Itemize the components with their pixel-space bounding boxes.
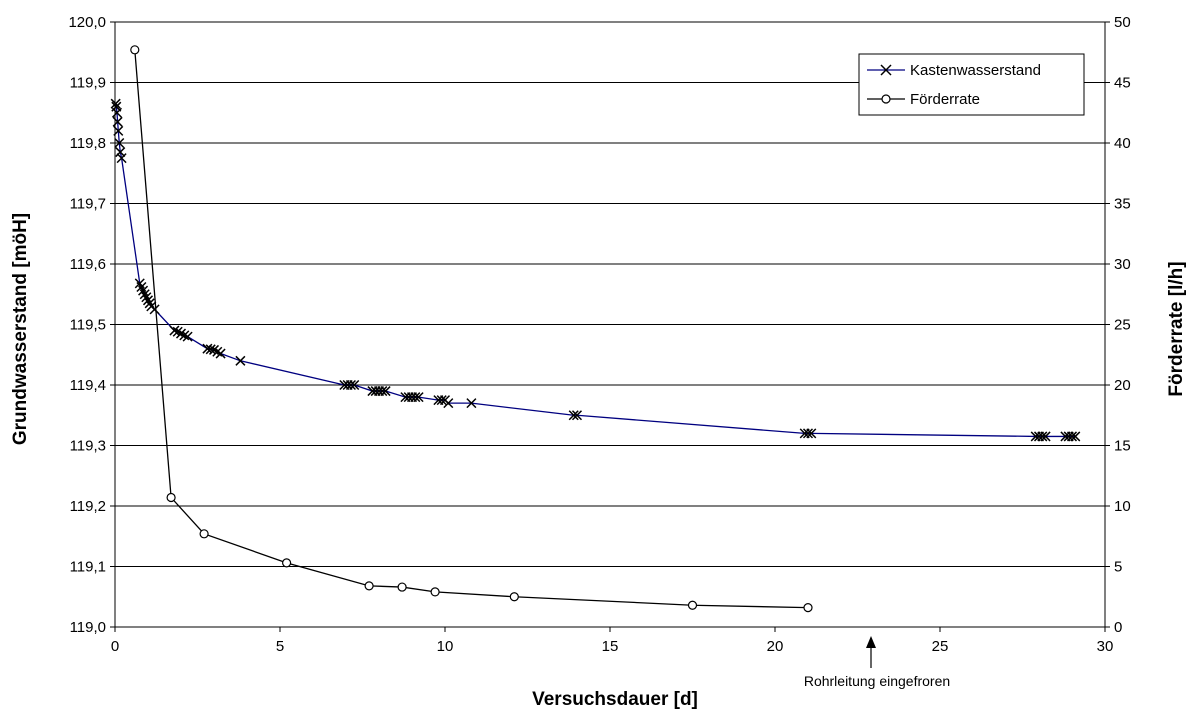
data-point	[182, 331, 193, 342]
x-tick-label: 10	[437, 638, 454, 655]
data-point	[130, 45, 140, 55]
legend-box	[858, 53, 1085, 116]
y2-tick-label: 20	[1114, 377, 1131, 394]
annotation-text: Rohrleitung eingefroren	[804, 673, 950, 689]
data-point	[111, 107, 123, 118]
series-line-foerderrate	[134, 49, 809, 609]
x-tick-label: 15	[602, 638, 619, 655]
data-point	[205, 344, 216, 355]
y-tick-label: 119,4	[70, 377, 106, 394]
data-point	[169, 325, 180, 336]
y-tick-label: 119,6	[70, 256, 106, 273]
y-tick-label: 119,5	[70, 317, 106, 334]
series-layer	[110, 45, 1081, 613]
data-point	[112, 116, 123, 127]
data-point	[1070, 431, 1081, 442]
data-point	[142, 295, 154, 306]
data-point	[509, 592, 519, 602]
data-point	[443, 398, 454, 409]
y-tick-label: 119,3	[70, 438, 106, 455]
data-point	[115, 147, 126, 158]
data-point	[110, 98, 121, 109]
data-point	[113, 125, 124, 136]
data-point	[349, 379, 360, 391]
y2-tick-label: 50	[1114, 14, 1131, 31]
data-point	[377, 386, 388, 397]
tick-labels: 119,0 119,1 119,2 119,3 119,4 119,5 119,6 119,7…	[68, 14, 1130, 655]
annotation: Rohrleitung eingefroren	[804, 636, 950, 689]
x-axis-title: Versuchsdauer [d]	[532, 689, 698, 710]
y-tick-label: 119,9	[70, 75, 106, 92]
y2-tick-label: 45	[1114, 75, 1131, 92]
data-point	[199, 529, 209, 539]
y2-tick-label: 30	[1114, 256, 1131, 273]
y-tick-label: 119,1	[70, 559, 106, 576]
data-point	[430, 587, 440, 597]
y2-tick-label: 0	[1114, 619, 1122, 636]
data-point	[364, 581, 374, 591]
data-point	[1066, 431, 1078, 442]
data-point	[410, 392, 421, 403]
legend: Kastenwasserstand Förderrate	[858, 53, 1085, 116]
legend-marker-foerderrate	[881, 94, 891, 104]
y2-tick-label: 25	[1114, 317, 1131, 334]
data-point	[139, 289, 150, 300]
y-tick-label: 119,7	[70, 196, 106, 213]
x-tick-label: 20	[767, 638, 784, 655]
data-point	[466, 398, 477, 409]
data-point	[397, 582, 407, 592]
legend-label-foerderrate: Förderrate	[910, 91, 980, 108]
data-point	[436, 395, 447, 406]
data-point	[166, 492, 176, 503]
y2-axis-title: Förderrate [l/h]	[1166, 261, 1187, 396]
data-point	[114, 137, 125, 149]
data-point	[282, 558, 292, 568]
data-point	[1037, 431, 1048, 442]
data-point	[806, 428, 817, 439]
data-point	[144, 298, 155, 309]
data-point	[215, 348, 226, 359]
data-point	[571, 410, 583, 421]
data-point	[413, 392, 424, 403]
data-point	[568, 410, 579, 421]
data-point	[235, 355, 246, 366]
x-tick-label: 0	[111, 638, 119, 655]
y2-tick-label: 5	[1114, 559, 1122, 576]
x-tick-label: 25	[932, 638, 949, 655]
data-point	[149, 304, 160, 315]
data-point	[345, 379, 356, 391]
annotation-arrowhead	[866, 636, 876, 648]
grid-lines	[115, 21, 1105, 567]
data-point	[687, 600, 698, 610]
y-tick-label: 119,0	[70, 619, 106, 636]
legend-marker-kastenwasserstand	[880, 64, 892, 76]
data-point	[116, 153, 127, 164]
data-point	[803, 603, 813, 613]
data-point	[1040, 431, 1051, 442]
y2-tick-label: 15	[1114, 438, 1131, 455]
data-point	[141, 292, 152, 303]
y-tick-label: 120,0	[68, 14, 106, 31]
axes	[110, 21, 1110, 632]
x-tick-label: 30	[1097, 638, 1114, 655]
y2-tick-label: 40	[1114, 135, 1131, 152]
data-point	[380, 386, 391, 397]
y2-tick-label: 35	[1114, 196, 1131, 213]
y2-tick-label: 10	[1114, 498, 1131, 515]
data-point	[802, 428, 814, 439]
y-axis-title: Grundwasserstand [möH]	[10, 213, 31, 445]
y-tick-label: 119,8	[70, 135, 106, 152]
x-tick-label: 5	[276, 638, 284, 655]
data-point	[179, 330, 190, 341]
legend-label-kastenwasserstand: Kastenwasserstand	[910, 62, 1041, 79]
series-line-kastenwasserstand	[115, 103, 1076, 438]
series-kastenwasserstand	[110, 98, 1081, 442]
y-tick-label: 119,2	[70, 498, 106, 515]
series-foerderrate	[130, 45, 813, 613]
